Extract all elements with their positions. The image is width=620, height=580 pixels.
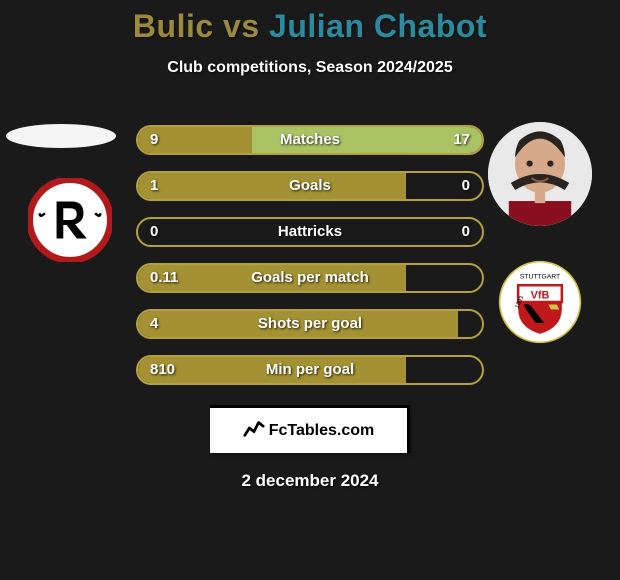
stat-row: 0Hattricks0 bbox=[136, 217, 484, 247]
vs-label: vs bbox=[223, 8, 260, 44]
stat-label: Min per goal bbox=[138, 357, 482, 383]
fctables-label: FcTables.com bbox=[269, 422, 375, 440]
stat-label: Matches bbox=[138, 127, 482, 153]
comparison-title: Bulic vs Julian Chabot bbox=[0, 0, 620, 45]
stats-area: 9Matches171Goals00Hattricks00.11Goals pe… bbox=[0, 107, 620, 387]
stat-row: 9Matches17 bbox=[136, 125, 484, 155]
fctables-brand[interactable]: FcTables.com bbox=[210, 405, 410, 453]
stat-row: 0.11Goals per match bbox=[136, 263, 484, 293]
player-right-name: Julian Chabot bbox=[269, 8, 487, 44]
stat-label: Hattricks bbox=[138, 219, 482, 245]
stat-label: Goals bbox=[138, 173, 482, 199]
stat-row: 1Goals0 bbox=[136, 171, 484, 201]
stat-value-right: 0 bbox=[462, 219, 470, 245]
stat-row: 810Min per goal bbox=[136, 355, 484, 385]
comparison-date: 2 december 2024 bbox=[0, 471, 620, 491]
stat-value-right: 0 bbox=[462, 173, 470, 199]
stat-label: Shots per goal bbox=[138, 311, 482, 337]
stat-label: Goals per match bbox=[138, 265, 482, 291]
player-left-name: Bulic bbox=[133, 8, 214, 44]
stat-value-right: 17 bbox=[453, 127, 470, 153]
stat-row: 4Shots per goal bbox=[136, 309, 484, 339]
subtitle: Club competitions, Season 2024/2025 bbox=[0, 59, 620, 77]
fctables-icon bbox=[243, 417, 265, 444]
